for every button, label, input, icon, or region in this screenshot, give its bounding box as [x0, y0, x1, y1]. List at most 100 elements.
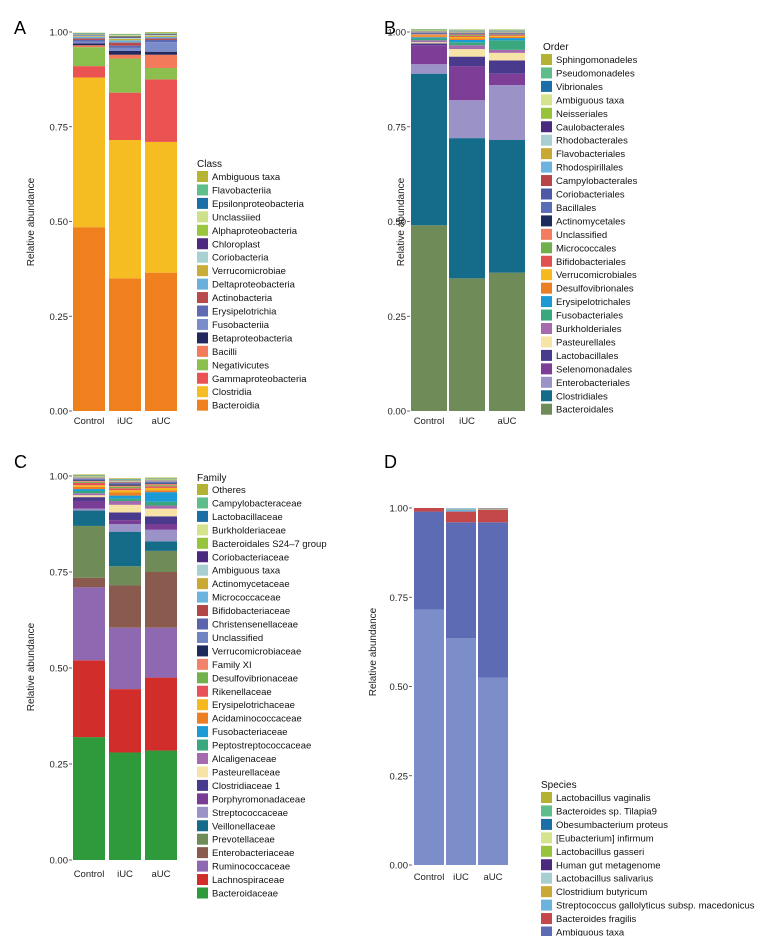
bar-segment [489, 140, 525, 273]
legend-label: Erysipelotrichales [556, 297, 631, 308]
chart-d-plot: 0.00 0.25 0.50 0.75 1.00 Control iUC aUC [390, 504, 508, 883]
bar-segment [73, 36, 105, 37]
legend-label: Bacillales [556, 203, 596, 214]
legend-label: Enterobacteriales [556, 378, 630, 389]
y-tick-label: 1.00 [390, 504, 409, 515]
legend-label: Desulfovibrionaceae [212, 673, 298, 684]
legend-swatch [197, 618, 208, 630]
chart-c-legend-title: Family [197, 473, 226, 484]
legend-label: Streptococcaceae [212, 808, 288, 819]
legend-swatch [197, 605, 208, 617]
legend-swatch [541, 913, 552, 925]
bar-segment [411, 38, 447, 41]
bar-segment [449, 42, 485, 46]
legend-swatch [197, 211, 208, 223]
bar-segment [145, 572, 177, 628]
legend-label: Family XI [212, 660, 252, 671]
y-tick-label: 0.25 [50, 760, 69, 771]
legend-swatch [197, 171, 208, 182]
legend-label: Bacteroidales [556, 405, 614, 416]
bar-segment [109, 47, 141, 51]
bar-segment [73, 737, 105, 860]
legend-swatch [197, 847, 208, 859]
legend-swatch [541, 161, 552, 173]
bar-segment [109, 689, 141, 753]
legend-swatch [197, 833, 208, 845]
legend-swatch [541, 309, 552, 321]
bar-segment [73, 41, 105, 44]
legend-label: Rhodobacterales [556, 136, 628, 147]
legend-swatch [197, 631, 208, 643]
bar-segment [73, 493, 105, 496]
bar-segment [414, 508, 444, 512]
legend-swatch [541, 390, 552, 402]
legend-swatch [197, 685, 208, 697]
bar-segment [478, 677, 508, 865]
chart-b-plot: 0.00 0.25 0.50 0.75 1.00 Control iUC aUC [388, 28, 525, 427]
bar-segment [73, 77, 105, 228]
legend-swatch [541, 201, 552, 213]
legend-label: Bacteroides fragilis [556, 914, 637, 925]
legend-swatch [541, 872, 552, 884]
bar-segment [411, 40, 447, 43]
legend-swatch [197, 672, 208, 684]
bar-segment [109, 42, 141, 46]
legend-swatch [197, 887, 208, 899]
legend-swatch [197, 332, 208, 344]
bar-segment [145, 484, 177, 486]
legend-label: Fusobacteriaceae [212, 727, 288, 738]
bar-segment [109, 520, 141, 524]
legend-label: Campylobacteraceae [212, 498, 302, 509]
bar-segment [145, 677, 177, 751]
bar-segment [109, 490, 141, 493]
bar-segment [109, 140, 141, 279]
legend-swatch [197, 779, 208, 791]
bar-segment [145, 524, 177, 530]
bar-segment [109, 482, 141, 484]
legend-label: Rikenellaceae [212, 687, 272, 698]
bar-segment [446, 511, 476, 523]
legend-swatch [541, 175, 552, 187]
bar-segment [109, 524, 141, 532]
legend-label: Verrucomicrobiaceae [212, 646, 301, 657]
x-category-label: iUC [453, 872, 469, 883]
legend-swatch [541, 818, 552, 830]
bar-segment [145, 481, 177, 483]
x-category-label: aUC [151, 416, 170, 427]
bar-segment [449, 66, 485, 101]
legend-label: Erysipelotrichia [212, 307, 277, 318]
panel-d: D 0.00 0.25 0.50 0.75 1.00 Control iUC aUC Rela… [368, 452, 755, 936]
legend-swatch [197, 484, 208, 495]
legend-label: Burkholderiales [556, 324, 622, 335]
legend-swatch [197, 197, 208, 209]
legend-label: Pasteurellales [556, 337, 616, 348]
bar-segment [446, 638, 476, 865]
bar-segment [145, 79, 177, 142]
bar-segment [73, 587, 105, 661]
bar-segment [73, 66, 105, 78]
legend-label: Acidaminococcaceae [212, 714, 302, 725]
legend-label: Actinobacteria [212, 293, 273, 304]
y-tick-label: 0.25 [50, 312, 69, 323]
bar-segment [411, 36, 447, 38]
legend-swatch [197, 265, 208, 277]
legend-label: Bacteroides sp. Tilapia9 [556, 806, 657, 817]
chart-a-legend-title: Class [197, 159, 222, 170]
legend-label: Clostridium butyricum [556, 887, 647, 898]
bar-segment [145, 529, 177, 542]
chart-d-legend: Lactobacillus vaginalis Bacteroides sp. T… [541, 792, 755, 936]
bar-segment [73, 577, 105, 588]
legend-label: Peptostreptococcaceae [212, 741, 311, 752]
legend-label: Unclassified [556, 230, 607, 241]
legend-swatch [197, 739, 208, 751]
bar-segment [73, 525, 105, 578]
x-category-label: Control [414, 416, 445, 427]
bar-segment [478, 522, 508, 678]
legend-label: Chloroplast [212, 239, 260, 250]
legend-label: Lactobacillus vaginalis [556, 793, 651, 804]
bar-segment [478, 509, 508, 523]
legend-label: Ambiguous taxa [212, 172, 281, 183]
legend-label: Veillonellaceae [212, 821, 275, 832]
bar-segment [109, 492, 141, 496]
legend-label: Clostridiaceae 1 [212, 781, 280, 792]
